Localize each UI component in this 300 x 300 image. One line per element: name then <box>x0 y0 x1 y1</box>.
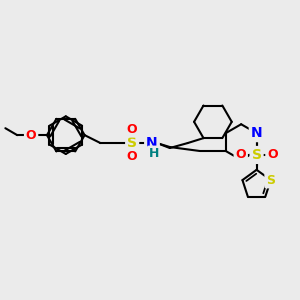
Text: O: O <box>26 129 36 142</box>
Text: N: N <box>251 126 262 140</box>
Text: O: O <box>127 150 137 164</box>
Text: S: S <box>252 148 262 162</box>
Text: N: N <box>146 136 158 150</box>
Text: S: S <box>266 174 275 187</box>
Text: O: O <box>267 148 278 161</box>
Text: H: H <box>149 148 159 160</box>
Text: O: O <box>127 123 137 136</box>
Text: S: S <box>127 136 137 150</box>
Text: O: O <box>236 148 246 161</box>
